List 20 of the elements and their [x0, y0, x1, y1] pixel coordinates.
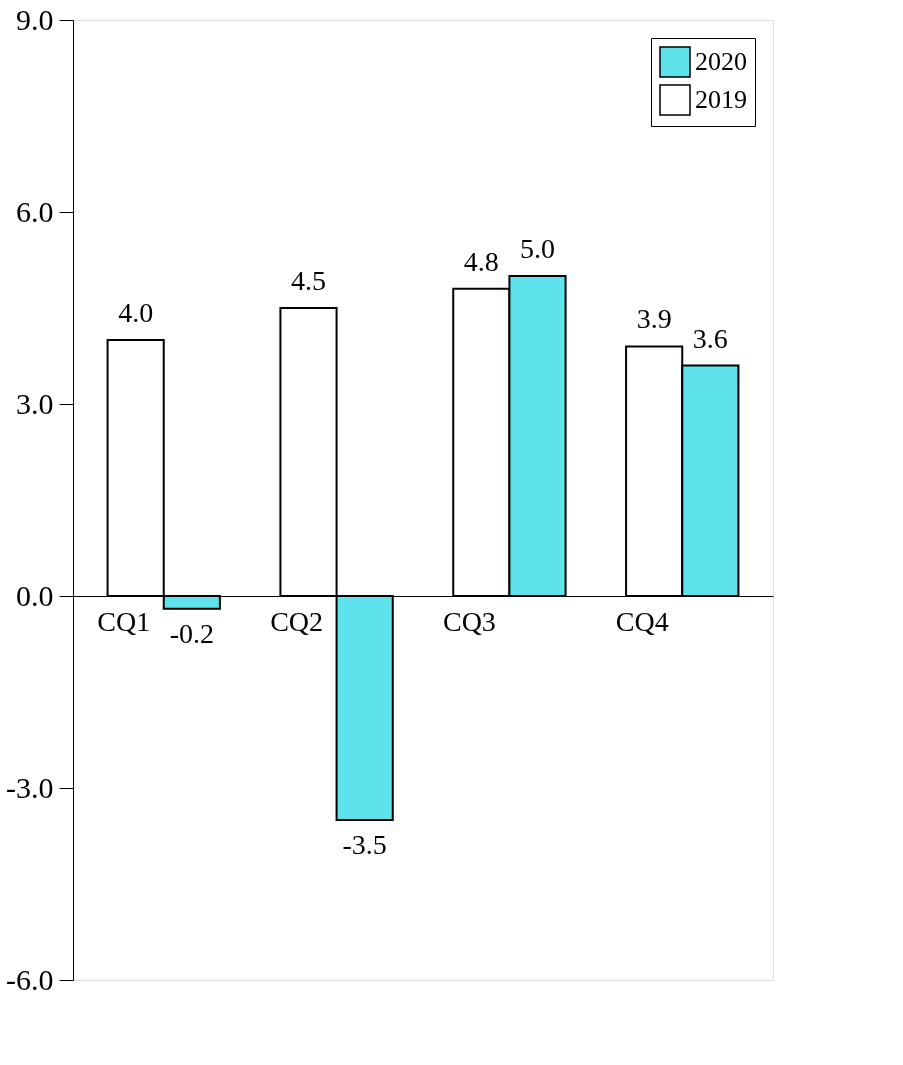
y-tick-label: 6.0	[16, 194, 54, 228]
data-label: -3.5	[342, 829, 387, 860]
data-label: -0.2	[169, 617, 214, 649]
x-tick-label: CQ1	[97, 605, 151, 637]
data-label: 4.0	[118, 297, 154, 328]
data-label: 5.0	[520, 233, 556, 264]
x-tick-label: CQ3	[442, 605, 496, 637]
x-tick-label: CQ4	[615, 605, 669, 637]
y-tick-label: -6.0	[6, 962, 54, 996]
data-label: 3.6	[692, 322, 728, 354]
y-tick-label: 3.0	[16, 386, 54, 420]
x-tick-label: CQ2	[270, 605, 324, 637]
y-tick-label: -3.0	[6, 770, 54, 804]
legend-label: 2019	[695, 85, 747, 114]
data-label: 4.8	[463, 245, 499, 277]
legend-label: 2020	[695, 47, 747, 76]
y-tick-label: 0.0	[16, 578, 54, 612]
y-tick-label: 9.0	[16, 2, 54, 36]
data-label: 3.9	[636, 303, 672, 335]
data-label: 4.5	[290, 265, 326, 296]
